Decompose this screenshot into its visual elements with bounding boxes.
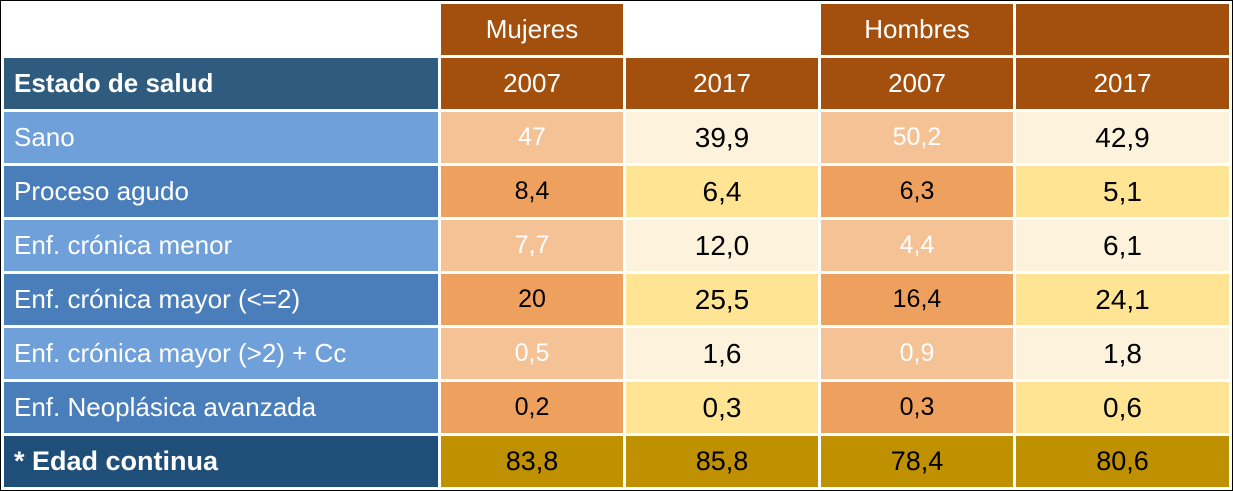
value-cell: 16,4 xyxy=(821,274,1013,325)
value-cell: 12,0 xyxy=(626,220,818,271)
year-header-hombres-2007: 2007 xyxy=(821,58,1013,109)
value-cell: 25,5 xyxy=(626,274,818,325)
col-group-mujeres: Mujeres xyxy=(441,4,623,55)
value-cell: 1,8 xyxy=(1016,328,1229,379)
row-label-enf-cronica-mayor-gt2-cc: Enf. crónica mayor (>2) + Cc xyxy=(4,328,438,379)
col-group-hombres: Hombres xyxy=(821,4,1013,55)
row-label-enf-neoplasica-avanzada: Enf. Neoplásica avanzada xyxy=(4,382,438,433)
row-header-estado-de-salud: Estado de salud xyxy=(4,58,438,109)
row-label-proceso-agudo: Proceso agudo xyxy=(4,166,438,217)
year-header-mujeres-2007: 2007 xyxy=(441,58,623,109)
footer-value-cell: 80,6 xyxy=(1016,436,1229,487)
value-cell: 7,7 xyxy=(441,220,623,271)
year-header-mujeres-2017: 2017 xyxy=(626,58,818,109)
value-cell: 0,9 xyxy=(821,328,1013,379)
value-cell: 0,2 xyxy=(441,382,623,433)
header-spacer-white xyxy=(626,4,818,55)
value-cell: 6,4 xyxy=(626,166,818,217)
value-cell: 0,3 xyxy=(821,382,1013,433)
value-cell: 0,5 xyxy=(441,328,623,379)
value-cell: 8,4 xyxy=(441,166,623,217)
value-cell: 6,1 xyxy=(1016,220,1229,271)
value-cell: 6,3 xyxy=(821,166,1013,217)
year-header-hombres-2017: 2017 xyxy=(1016,58,1229,109)
value-cell: 20 xyxy=(441,274,623,325)
value-cell: 5,1 xyxy=(1016,166,1229,217)
footer-value-cell: 78,4 xyxy=(821,436,1013,487)
value-cell: 50,2 xyxy=(821,112,1013,163)
corner-spacer xyxy=(4,4,438,55)
value-cell: 1,6 xyxy=(626,328,818,379)
row-label-enf-cronica-mayor-le2: Enf. crónica mayor (<=2) xyxy=(4,274,438,325)
footer-value-cell: 83,8 xyxy=(441,436,623,487)
value-cell: 42,9 xyxy=(1016,112,1229,163)
value-cell: 0,3 xyxy=(626,382,818,433)
value-cell: 39,9 xyxy=(626,112,818,163)
value-cell: 0,6 xyxy=(1016,382,1229,433)
row-label-enf-cronica-menor: Enf. crónica menor xyxy=(4,220,438,271)
footer-label-edad-continua: * Edad continua xyxy=(4,436,438,487)
footer-value-cell: 85,8 xyxy=(626,436,818,487)
row-label-sano: Sano xyxy=(4,112,438,163)
header-spacer-brown xyxy=(1016,4,1229,55)
value-cell: 24,1 xyxy=(1016,274,1229,325)
value-cell: 47 xyxy=(441,112,623,163)
value-cell: 4,4 xyxy=(821,220,1013,271)
